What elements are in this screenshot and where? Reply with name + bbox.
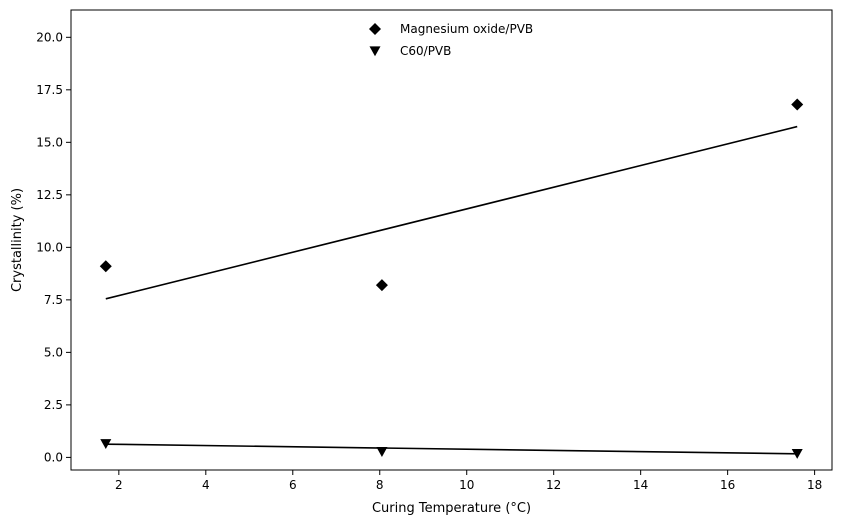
legend: Magnesium oxide/PVB C60/PVB: [369, 22, 533, 58]
data-point-series-2: [376, 447, 388, 457]
y-axis: 0.0 2.5 5.0 7.5 10.0 12.5 15.0 17.5 20.0: [36, 30, 71, 464]
x-tick-label: 16: [720, 478, 735, 492]
y-tick-label: 5.0: [44, 345, 63, 359]
y-tick-label: 0.0: [44, 450, 63, 464]
x-tick-label: 4: [202, 478, 210, 492]
y-tick-label: 2.5: [44, 398, 63, 412]
y-tick-label: 12.5: [36, 188, 63, 202]
plot-frame: [70, 9, 833, 471]
fit-lines: [105, 125, 798, 455]
y-tick-label: 17.5: [36, 83, 63, 97]
data-point-series-1: [791, 98, 804, 111]
x-axis-label: Curing Temperature (°C): [372, 501, 531, 516]
x-tick-label: 2: [115, 478, 123, 492]
legend-marker-series-1: [369, 23, 381, 35]
x-axis: 2 4 6 8 10 12 14 16 18: [115, 470, 822, 492]
x-tick-label: 10: [459, 478, 474, 492]
legend-marker-series-2: [369, 46, 381, 57]
data-point-series-1: [375, 279, 388, 292]
data-point-series-2: [791, 448, 803, 459]
legend-label-series-2: C60/PVB: [400, 44, 451, 58]
x-tick-label: 18: [807, 478, 822, 492]
y-axis-label: Crystallinity (%): [10, 188, 25, 292]
data-points: [99, 98, 804, 459]
fit-line-series-2: [105, 443, 798, 455]
data-point-series-1: [99, 260, 112, 273]
y-tick-label: 20.0: [36, 30, 63, 44]
x-tick-label: 6: [289, 478, 297, 492]
y-tick-label: 7.5: [44, 293, 63, 307]
legend-label-series-1: Magnesium oxide/PVB: [400, 22, 533, 36]
fit-line-series-1: [105, 125, 798, 300]
x-tick-label: 14: [633, 478, 648, 492]
y-tick-label: 15.0: [36, 135, 63, 149]
x-tick-label: 12: [546, 478, 561, 492]
y-tick-label: 10.0: [36, 240, 63, 254]
data-point-series-2: [100, 439, 112, 449]
x-tick-label: 8: [376, 478, 384, 492]
